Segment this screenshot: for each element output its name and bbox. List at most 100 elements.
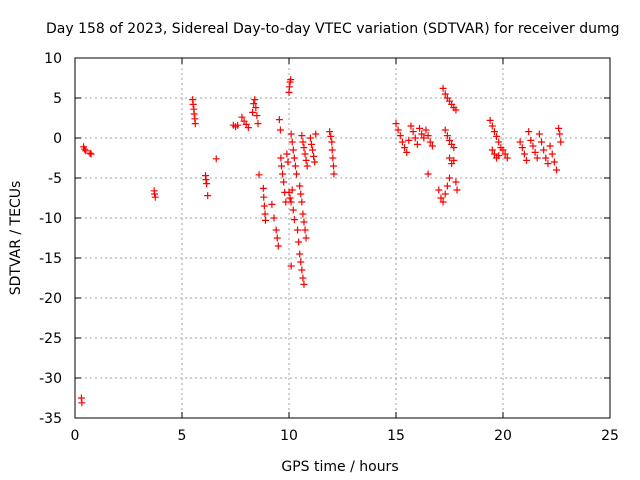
- data-point: [490, 128, 498, 136]
- data-point: [326, 128, 334, 136]
- data-point: [529, 142, 537, 150]
- data-point: [274, 242, 282, 250]
- data-point: [486, 116, 494, 124]
- data-point: [81, 145, 89, 153]
- data-point: [548, 150, 556, 158]
- data-point: [531, 148, 539, 156]
- data-point: [446, 174, 453, 182]
- data-point: [86, 149, 94, 157]
- chart-title: Day 158 of 2023, Sidereal Day-to-day VTE…: [46, 21, 620, 37]
- data-point: [495, 138, 503, 146]
- data-point: [394, 126, 402, 134]
- x-tick-label: 5: [178, 428, 187, 444]
- data-point: [283, 150, 291, 158]
- data-point: [329, 154, 337, 162]
- data-point: [490, 150, 498, 158]
- data-point: [303, 162, 311, 170]
- data-point: [327, 132, 335, 140]
- data-points: [77, 76, 565, 407]
- plot-frame: [74, 57, 611, 419]
- y-tick-label: 5: [53, 91, 62, 107]
- data-point: [270, 214, 278, 222]
- data-point: [403, 148, 411, 156]
- data-point: [422, 126, 430, 134]
- data-point: [253, 112, 261, 120]
- data-point: [273, 234, 281, 242]
- data-point: [452, 178, 460, 186]
- data-point: [238, 113, 246, 121]
- data-point: [439, 84, 447, 92]
- data-point: [452, 106, 460, 114]
- data-point: [291, 162, 299, 170]
- data-point: [277, 154, 285, 162]
- data-point: [212, 155, 220, 163]
- axis-ticks: 0 5 10 15 20 25 10 5 0 -5 -10 -15 -20 -25 -30 -35: [39, 51, 619, 444]
- data-point: [278, 162, 286, 170]
- data-point: [424, 170, 432, 178]
- data-point: [453, 186, 461, 194]
- data-point: [272, 226, 280, 234]
- data-point: [312, 130, 320, 138]
- data-point: [446, 136, 453, 144]
- data-point: [290, 154, 298, 162]
- data-point: [191, 120, 199, 128]
- data-point: [553, 166, 560, 174]
- data-point: [424, 132, 432, 140]
- y-tick-label: -25: [39, 331, 62, 347]
- data-point: [151, 193, 159, 201]
- data-point: [298, 266, 306, 274]
- data-point: [300, 144, 308, 152]
- data-point: [441, 190, 449, 198]
- data-point: [244, 124, 252, 132]
- x-tick-label: 15: [387, 428, 405, 444]
- data-point: [252, 104, 260, 112]
- data-point: [488, 122, 496, 130]
- data-point: [520, 150, 528, 158]
- x-axis-label: GPS time / hours: [281, 459, 398, 475]
- data-point: [275, 116, 283, 124]
- data-point: [416, 124, 424, 132]
- data-point: [523, 156, 531, 164]
- data-point: [495, 152, 503, 160]
- data-point: [284, 158, 292, 166]
- data-point: [420, 134, 428, 142]
- data-point: [501, 150, 509, 158]
- data-point: [441, 126, 449, 134]
- data-point: [287, 130, 295, 138]
- data-point: [287, 198, 295, 206]
- data-point: [392, 120, 400, 128]
- data-point: [409, 128, 417, 136]
- data-point: [204, 192, 212, 200]
- data-point: [87, 150, 95, 158]
- data-point: [300, 280, 308, 288]
- data-point: [441, 90, 449, 98]
- data-point: [286, 194, 294, 202]
- data-point: [542, 154, 550, 162]
- data-point: [190, 110, 198, 118]
- data-point: [261, 210, 269, 218]
- data-point: [407, 122, 415, 130]
- data-point: [538, 138, 546, 146]
- data-point: [82, 147, 90, 155]
- data-point: [439, 198, 447, 206]
- y-tick-label: -30: [39, 371, 62, 387]
- data-point: [302, 234, 310, 242]
- y-tick-label: -20: [39, 291, 62, 307]
- data-point: [418, 130, 426, 138]
- data-point: [301, 226, 309, 234]
- data-point: [255, 171, 263, 179]
- data-point: [401, 144, 409, 152]
- y-tick-label: -5: [48, 171, 62, 187]
- data-point: [292, 170, 300, 178]
- data-point: [396, 132, 404, 140]
- data-point: [250, 100, 258, 108]
- data-point: [546, 142, 554, 150]
- data-point: [540, 146, 548, 154]
- data-point: [518, 144, 526, 152]
- data-point: [268, 200, 276, 208]
- data-point: [300, 218, 308, 226]
- data-point: [311, 158, 319, 166]
- data-point: [443, 132, 451, 140]
- data-point: [450, 156, 458, 164]
- data-point: [446, 154, 453, 162]
